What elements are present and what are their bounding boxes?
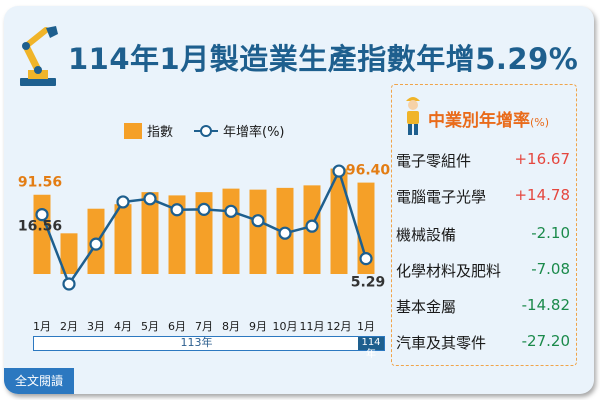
industry-growth-panel bbox=[391, 84, 577, 366]
worker-icon bbox=[406, 97, 420, 135]
bar-12 bbox=[357, 182, 375, 274]
data-label-2: 96.40 bbox=[346, 163, 391, 179]
industry-value: +14.78 bbox=[514, 186, 570, 204]
line-point-3 bbox=[116, 195, 130, 209]
bar-1 bbox=[60, 233, 78, 274]
industry-name: 機械設備 bbox=[396, 226, 457, 244]
x-tick-label: 2月 bbox=[60, 320, 78, 333]
legend-bar-label: 指數 bbox=[147, 125, 173, 140]
x-tick-label: 1月 bbox=[33, 320, 51, 333]
read-full-text-button[interactable]: 全文閱讀 bbox=[4, 368, 74, 394]
industry-value: -2.10 bbox=[531, 224, 570, 242]
bar-3 bbox=[114, 204, 132, 274]
industry-name: 基本金屬 bbox=[396, 298, 457, 316]
infographic-card: 114年1月製造業生產指數年增5.29% 指數 年增率(%) 1月 2月 3月 4月 5… bbox=[4, 6, 594, 394]
industry-row: 電子零組件 +16.67 bbox=[396, 150, 574, 172]
x-tick-label: 12月 bbox=[327, 320, 352, 333]
x-tick-label: 10月 bbox=[273, 320, 298, 333]
line-point-1 bbox=[62, 277, 76, 291]
industry-name: 汽車及其零件 bbox=[396, 334, 487, 352]
line-point-12 bbox=[359, 252, 373, 266]
industry-value: -27.20 bbox=[521, 332, 570, 350]
page-title: 114年1月製造業生產指數年增5.29% bbox=[68, 42, 579, 76]
line-point-2 bbox=[89, 237, 103, 251]
bar-8 bbox=[249, 189, 267, 274]
legend-bar-swatch bbox=[124, 123, 142, 139]
industry-value: -7.08 bbox=[531, 260, 570, 278]
x-tick-label: 9月 bbox=[249, 320, 267, 333]
x-tick-label: 3月 bbox=[87, 320, 105, 333]
bar-7 bbox=[222, 188, 240, 274]
bar-4 bbox=[141, 192, 159, 274]
line-point-5 bbox=[170, 203, 184, 217]
x-tick-label: 1月 bbox=[357, 320, 375, 333]
x-tick-label: 7月 bbox=[195, 320, 213, 333]
data-label-3: 5.29 bbox=[351, 275, 386, 291]
robot-arm-icon bbox=[20, 26, 58, 86]
x-tick-label: 4月 bbox=[114, 320, 132, 333]
industry-row: 電腦電子光學 +14.78 bbox=[396, 186, 574, 208]
line-point-0 bbox=[35, 207, 49, 222]
industry-name: 電腦電子光學 bbox=[396, 188, 487, 206]
x-tick-label: 5月 bbox=[141, 320, 159, 333]
bar-5 bbox=[168, 195, 186, 274]
industry-name: 電子零組件 bbox=[396, 152, 472, 170]
industry-row: 汽車及其零件 -27.20 bbox=[396, 332, 574, 354]
legend-line-marker bbox=[200, 125, 212, 137]
panel-unit: (%) bbox=[530, 116, 550, 129]
year-113-label: 113年 bbox=[180, 336, 213, 349]
production-index-chart: 指數 年增率(%) 1月 2月 3月 4月 5月 6月 7月 8月 9月 10月 11月 12月 1月 … bbox=[18, 123, 391, 333]
x-tick-label: 11月 bbox=[300, 320, 325, 333]
year-axis-band: 113年 114年 bbox=[33, 336, 385, 360]
line-point-4 bbox=[143, 192, 157, 206]
line-point-6 bbox=[197, 202, 211, 216]
bar-11 bbox=[330, 168, 348, 274]
industry-value: -14.82 bbox=[521, 296, 570, 314]
chart-legend: 指數 年增率(%) bbox=[124, 123, 285, 140]
line-point-10 bbox=[305, 219, 319, 233]
year-114-label: 114年 bbox=[358, 337, 384, 360]
x-tick-label: 8月 bbox=[222, 320, 240, 333]
industry-row: 基本金屬 -14.82 bbox=[396, 296, 574, 318]
industry-row: 化學材料及肥料 -7.08 bbox=[396, 260, 574, 282]
industry-row: 機械設備 -2.10 bbox=[396, 224, 574, 246]
industry-value: +16.67 bbox=[514, 150, 570, 168]
industry-name: 化學材料及肥料 bbox=[396, 262, 502, 280]
panel-title: 中業別年增率(%) bbox=[428, 106, 549, 131]
data-label-0: 91.56 bbox=[18, 175, 62, 191]
legend-line-label: 年增率(%) bbox=[223, 124, 285, 140]
line-point-8 bbox=[251, 214, 265, 228]
line-point-9 bbox=[278, 226, 292, 240]
line-point-7 bbox=[224, 204, 238, 218]
x-tick-label: 6月 bbox=[168, 320, 186, 333]
panel-title-text: 中業別年增率 bbox=[428, 111, 530, 131]
data-label-1: 16.56 bbox=[18, 219, 62, 235]
line-point-11 bbox=[332, 164, 346, 178]
